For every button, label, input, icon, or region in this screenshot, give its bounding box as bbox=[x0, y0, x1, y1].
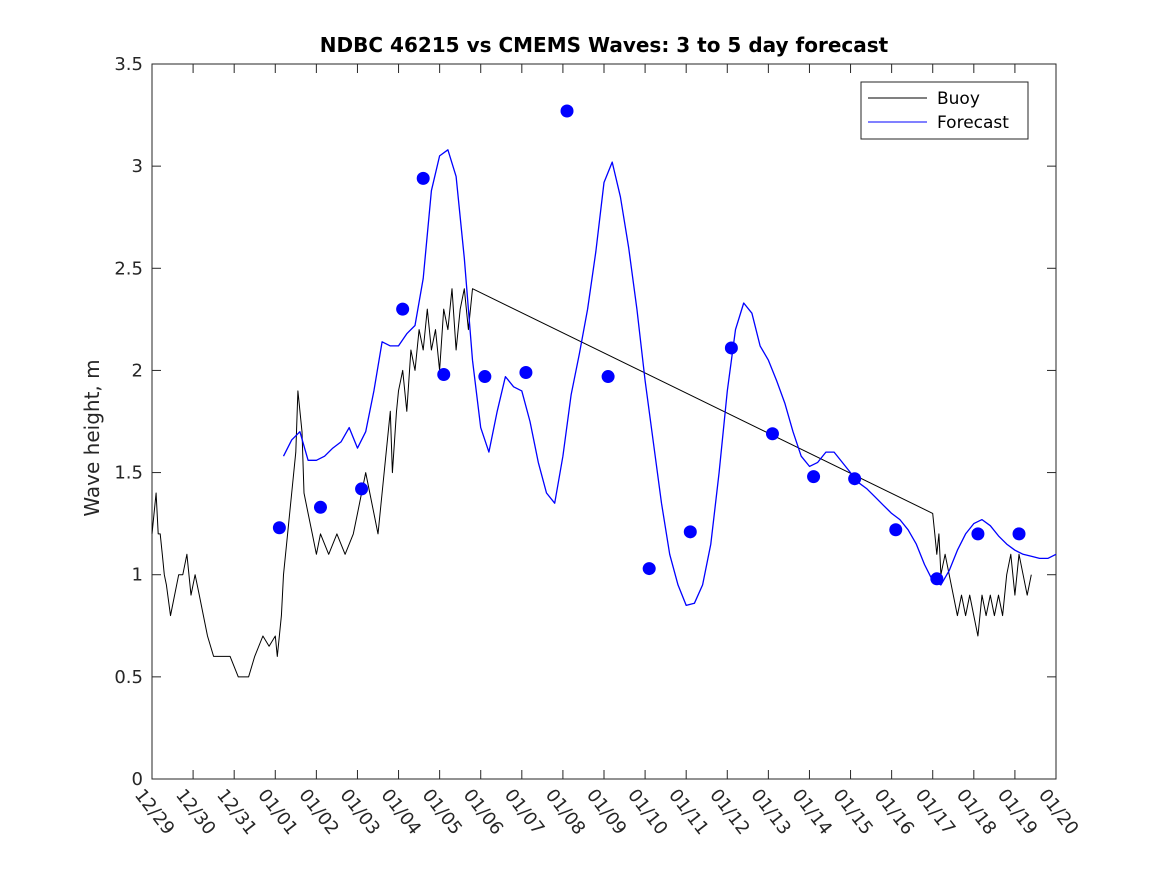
legend: Buoy Forecast bbox=[860, 81, 1029, 140]
legend-label-forecast: Forecast bbox=[937, 113, 1009, 133]
forecast-marker bbox=[601, 370, 615, 384]
forecast-marker bbox=[807, 470, 821, 484]
y-tick-label: 0.5 bbox=[114, 667, 143, 688]
forecast-marker bbox=[313, 500, 327, 514]
forecast-marker bbox=[1012, 527, 1026, 541]
forecast-marker bbox=[560, 104, 574, 118]
forecast-marker bbox=[683, 525, 697, 539]
forecast-marker bbox=[642, 562, 656, 576]
legend-box bbox=[860, 81, 1029, 140]
forecast-marker bbox=[724, 341, 738, 355]
y-tick-label: 2.5 bbox=[114, 258, 143, 279]
forecast-marker bbox=[437, 368, 451, 382]
forecast-marker bbox=[519, 365, 533, 379]
forecast-marker bbox=[272, 521, 286, 535]
forecast-marker bbox=[396, 302, 410, 316]
y-tick-label: 2 bbox=[132, 360, 143, 381]
forecast-marker bbox=[355, 482, 369, 496]
forecast-marker bbox=[416, 171, 430, 185]
y-tick-label: 3 bbox=[132, 156, 143, 177]
y-axis-label: Wave height, m bbox=[80, 359, 104, 516]
series-line-buoy bbox=[151, 288, 1032, 678]
y-tick-label: 3.5 bbox=[114, 54, 143, 75]
forecast-marker bbox=[971, 527, 985, 541]
forecast-marker bbox=[930, 572, 944, 586]
forecast-marker bbox=[889, 523, 903, 537]
y-tick-label: 1 bbox=[132, 565, 143, 586]
chart-title: NDBC 46215 vs CMEMS Waves: 3 to 5 day fo… bbox=[320, 33, 889, 57]
y-tick-label: 1.5 bbox=[114, 463, 143, 484]
series-line-forecast bbox=[282, 149, 1057, 607]
y-tick-label: 0 bbox=[132, 769, 143, 790]
forecast-marker bbox=[848, 472, 862, 486]
forecast-marker bbox=[478, 370, 492, 384]
forecast-marker bbox=[765, 427, 779, 441]
legend-label-buoy: Buoy bbox=[937, 89, 980, 109]
